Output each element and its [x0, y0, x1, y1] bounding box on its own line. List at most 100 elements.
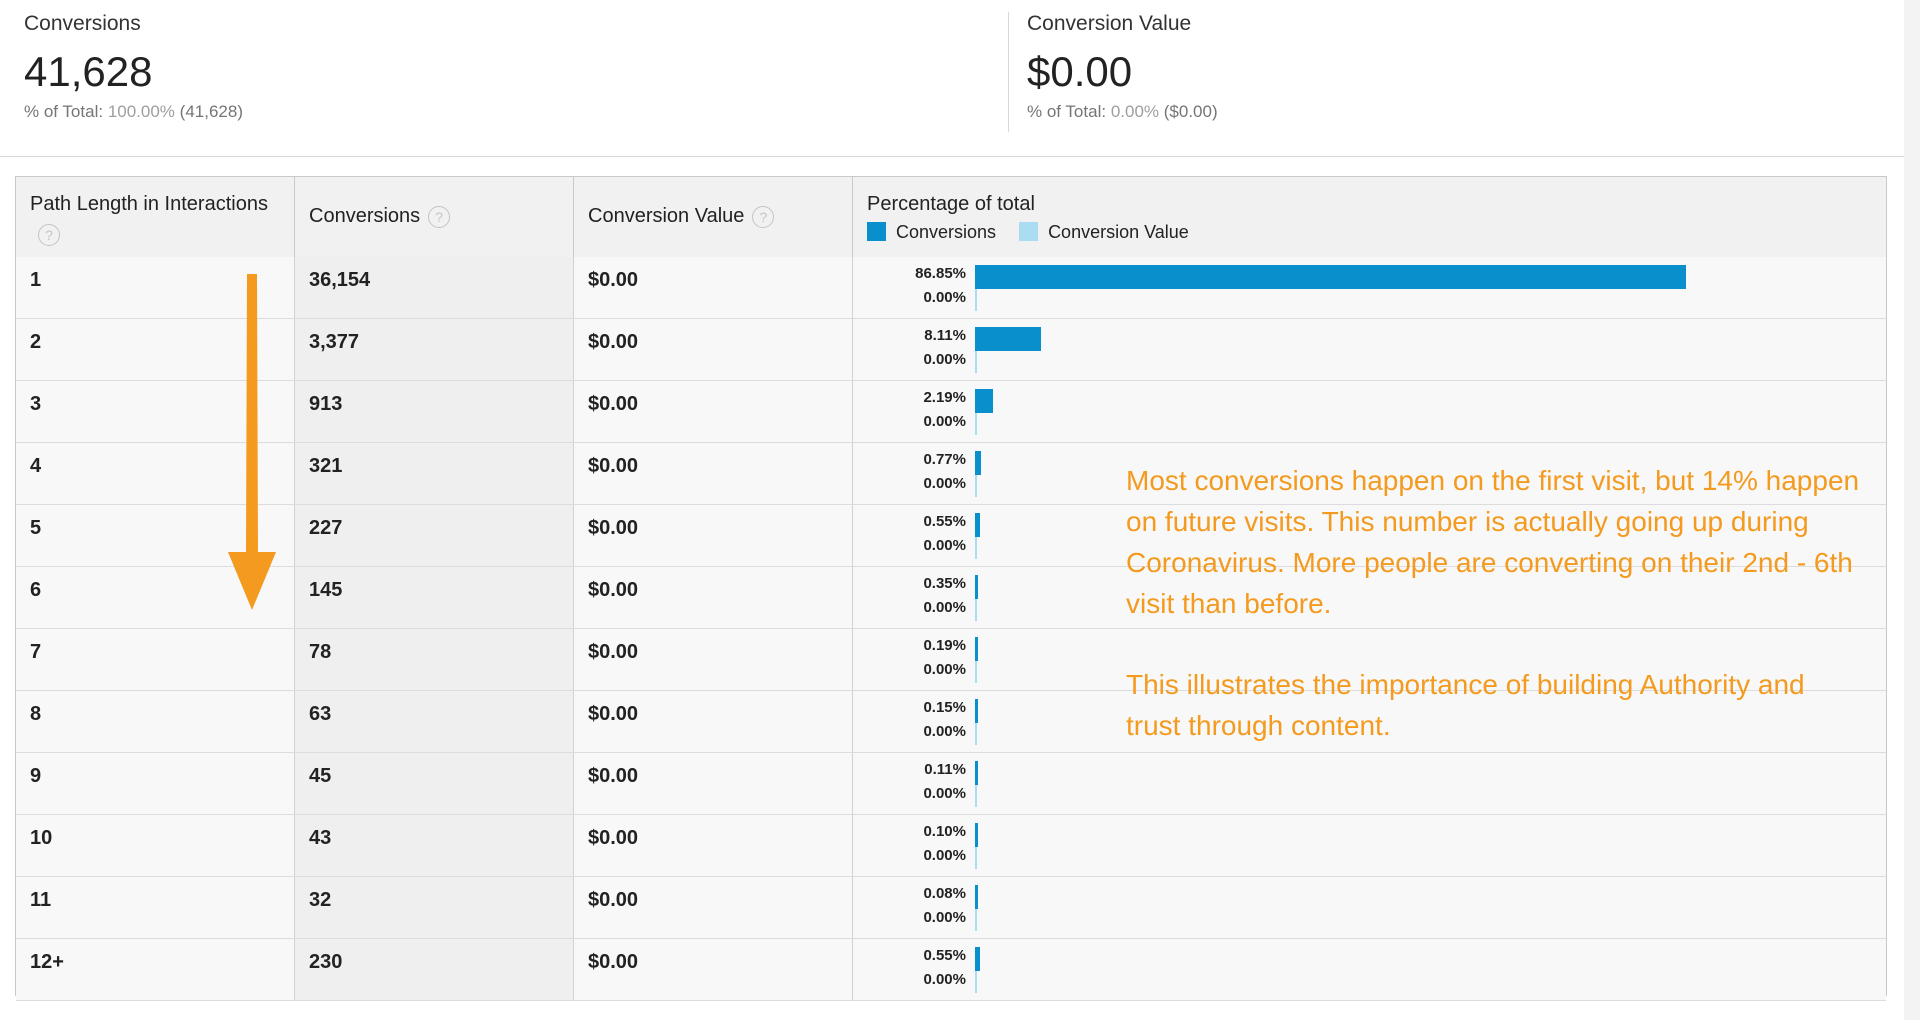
conversion-value-scorecard[interactable]: Conversion Value $0.00 % of Total: 0.00%…: [1027, 12, 1218, 122]
cell-conversion-value: $0.00: [574, 877, 853, 938]
cell-conversion-value: $0.00: [574, 815, 853, 876]
table-row[interactable]: 3 913 $0.00 2.19% 0.00%: [16, 381, 1886, 443]
table-row[interactable]: 12+ 230 $0.00 0.55% 0.00%: [16, 939, 1886, 1001]
cell-path-length: 2: [16, 319, 295, 380]
cell-conversions: 63: [295, 691, 574, 752]
conversion-value-bar: [975, 723, 977, 745]
cell-percentage: 8.11% 0.00%: [856, 319, 1886, 380]
conversions-bar: [975, 947, 980, 971]
cell-path-length: 5: [16, 505, 295, 566]
pct-conversions-label: 0.55%: [923, 513, 966, 530]
cell-conversions: 43: [295, 815, 574, 876]
legend-label-conversion-value: Conversion Value: [1048, 222, 1189, 242]
table-row[interactable]: 10 43 $0.00 0.10% 0.00%: [16, 815, 1886, 877]
summary-scorecards: Conversions 41,628 % of Total: 100.00% (…: [0, 0, 1904, 157]
conversion-value-bar: [975, 413, 977, 435]
cell-conversion-value: $0.00: [574, 629, 853, 690]
cell-percentage: 0.19% 0.00%: [856, 629, 1886, 690]
pct-value-label: 0.00%: [923, 351, 966, 368]
conversions-bar: [975, 699, 978, 723]
pct-conversions-label: 0.35%: [923, 575, 966, 592]
help-icon[interactable]: ?: [428, 205, 451, 228]
cell-conversions: 36,154: [295, 257, 574, 318]
cell-percentage: 0.35% 0.00%: [856, 567, 1886, 628]
pct-value-label: 0.00%: [923, 785, 966, 802]
legend-label-conversions: Conversions: [896, 222, 997, 242]
conversions-bar: [975, 327, 1041, 351]
pct-value-label: 0.00%: [923, 661, 966, 678]
pct-conversions-label: 0.19%: [923, 637, 966, 654]
cell-path-length: 8: [16, 691, 295, 752]
cell-conversions: 227: [295, 505, 574, 566]
cell-conversion-value: $0.00: [574, 753, 853, 814]
conversions-scorecard[interactable]: Conversions 41,628 % of Total: 100.00% (…: [24, 12, 243, 122]
cell-percentage: 0.55% 0.00%: [856, 505, 1886, 566]
cell-percentage: 0.11% 0.00%: [856, 753, 1886, 814]
pct-conversions-label: 2.19%: [923, 389, 966, 406]
legend-swatch-conversion-value: [1019, 222, 1039, 241]
cell-conversion-value: $0.00: [574, 443, 853, 504]
cell-conversions: 78: [295, 629, 574, 690]
table-row[interactable]: 6 145 $0.00 0.35% 0.00%: [16, 567, 1886, 629]
conversions-bar: [975, 513, 980, 537]
cell-conversions: 32: [295, 877, 574, 938]
table-row[interactable]: 9 45 $0.00 0.11% 0.00%: [16, 753, 1886, 815]
table-row[interactable]: 5 227 $0.00 0.55% 0.00%: [16, 505, 1886, 567]
cell-path-length: 6: [16, 567, 295, 628]
conversion-value-total-percent: 0.00%: [1110, 102, 1160, 121]
cell-conversions: 230: [295, 939, 574, 1000]
header-conversion-value[interactable]: Conversion Value?: [574, 177, 853, 257]
cell-path-length: 1: [16, 257, 295, 318]
table-row[interactable]: 11 32 $0.00 0.08% 0.00%: [16, 877, 1886, 939]
conversions-bar: [975, 389, 993, 413]
arrow-down-icon: [228, 274, 276, 610]
cell-percentage: 0.55% 0.00%: [856, 939, 1886, 1000]
conversions-scorecard-label: Conversions: [24, 12, 141, 35]
legend-swatch-conversions: [867, 222, 886, 241]
cell-path-length: 4: [16, 443, 295, 504]
header-conversion-value-label: Conversion Value: [588, 205, 745, 227]
cell-percentage: 0.15% 0.00%: [856, 691, 1886, 752]
conversions-bar: [975, 451, 981, 475]
cell-conversion-value: $0.00: [574, 939, 853, 1000]
pct-conversions-label: 0.11%: [924, 761, 966, 778]
conversion-value-total-amount: ($0.00): [1163, 102, 1218, 121]
header-conversions[interactable]: Conversions?: [295, 177, 574, 257]
table-row[interactable]: 1 36,154 $0.00 86.85% 0.00%: [16, 257, 1886, 319]
cell-conversions: 145: [295, 567, 574, 628]
conversions-bar: [975, 637, 978, 661]
pct-value-label: 0.00%: [923, 413, 966, 430]
pct-value-label: 0.00%: [923, 475, 966, 492]
cell-conversions: 3,377: [295, 319, 574, 380]
help-icon[interactable]: ?: [752, 205, 775, 228]
annotation-text-1: Most conversions happen on the first vis…: [1126, 465, 1860, 619]
conversions-bar: [975, 761, 978, 785]
cell-path-length: 7: [16, 629, 295, 690]
scroll-gutter: [1904, 0, 1920, 1020]
cell-conversions: 321: [295, 443, 574, 504]
conversion-value-bar: [975, 909, 977, 931]
pct-conversions-label: 0.10%: [923, 823, 966, 840]
cell-conversions: 45: [295, 753, 574, 814]
conversion-value-scorecard-value: $0.00: [1027, 48, 1133, 95]
table-row[interactable]: 7 78 $0.00 0.19% 0.00%: [16, 629, 1886, 691]
conversions-bar: [975, 823, 978, 847]
table-row[interactable]: 8 63 $0.00 0.15% 0.00%: [16, 691, 1886, 753]
pct-conversions-label: 0.77%: [923, 451, 966, 468]
pct-value-label: 0.00%: [923, 971, 966, 988]
conversion-value-bar: [975, 289, 977, 311]
cell-conversion-value: $0.00: [574, 691, 853, 752]
cell-percentage: 86.85% 0.00%: [856, 257, 1886, 318]
conversion-value-bar: [975, 785, 977, 807]
header-path-length[interactable]: Path Length in Interactions?: [16, 177, 295, 257]
table-row[interactable]: 4 321 $0.00 0.77% 0.00%: [16, 443, 1886, 505]
pct-conversions-label: 0.55%: [923, 947, 966, 964]
help-icon[interactable]: ?: [38, 223, 60, 246]
cell-conversion-value: $0.00: [574, 319, 853, 380]
table-row[interactable]: 2 3,377 $0.00 8.11% 0.00%: [16, 319, 1886, 381]
conversions-bar: [975, 885, 978, 909]
conversion-value-bar: [975, 599, 977, 621]
header-path-length-label: Path Length in Interactions: [30, 193, 268, 215]
cell-path-length: 3: [16, 381, 295, 442]
conversions-bar: [975, 265, 1686, 289]
